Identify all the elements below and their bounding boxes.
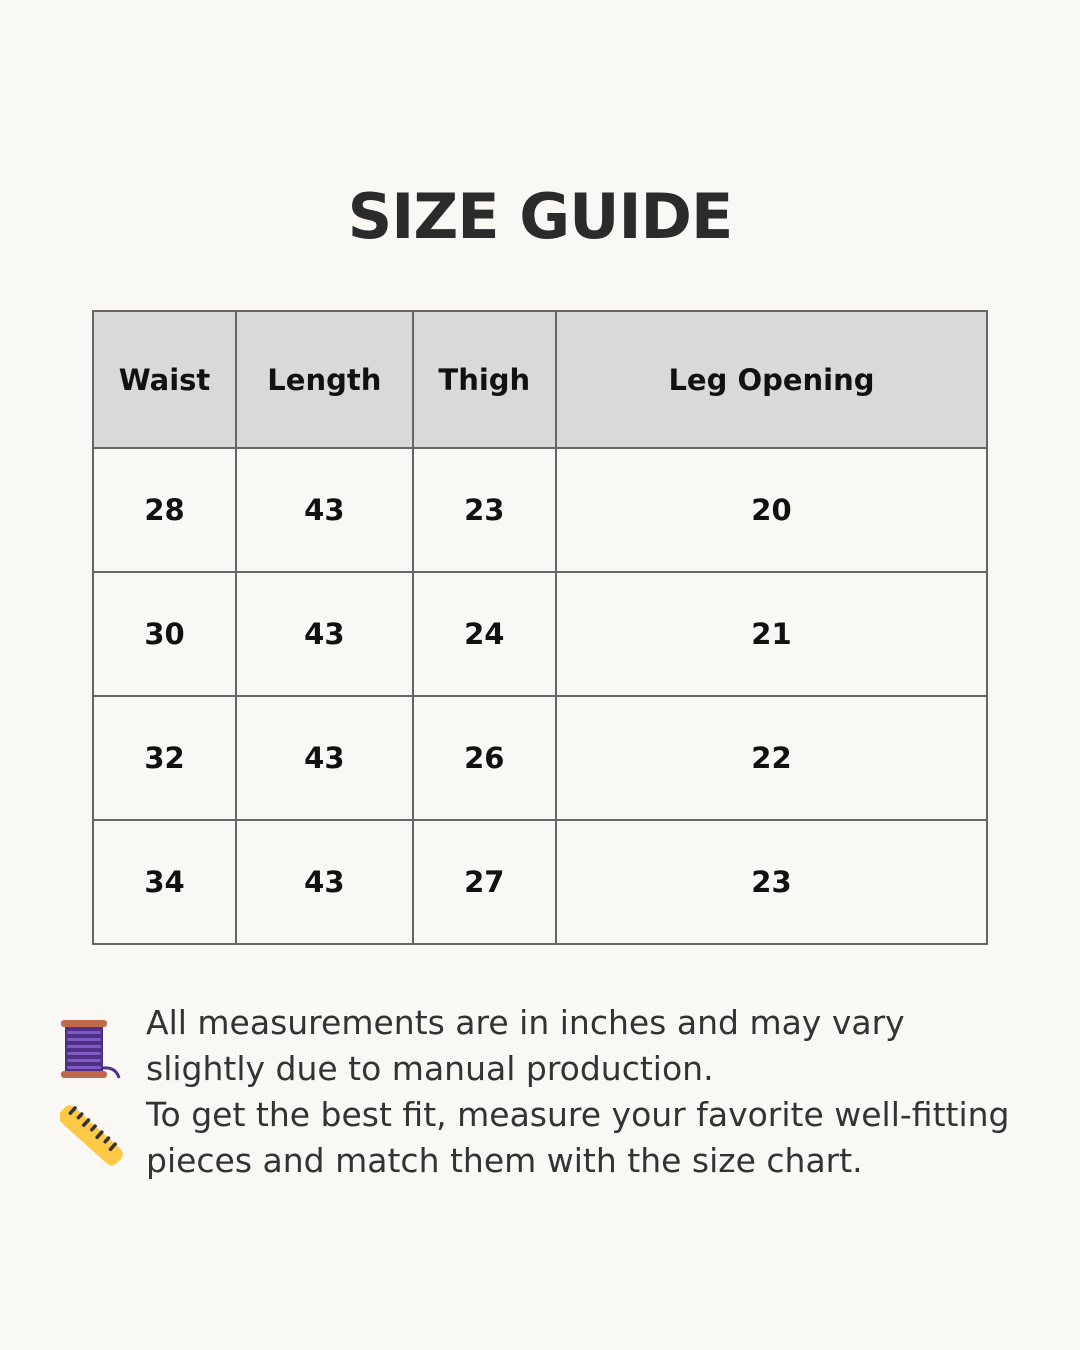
column-header-waist: Waist xyxy=(91,310,238,449)
table-cell: 22 xyxy=(554,695,989,821)
table-cell: 26 xyxy=(411,695,557,821)
ruler-icon xyxy=(60,1105,123,1166)
table-cell: 23 xyxy=(554,819,989,945)
table-row: 28 43 23 20 xyxy=(91,447,989,573)
table-cell: 43 xyxy=(235,695,414,821)
thread-spool-icon xyxy=(61,1020,121,1079)
table-row: 30 43 24 21 xyxy=(91,571,989,697)
page-title: SIZE GUIDE xyxy=(347,180,734,253)
table-cell: 21 xyxy=(554,571,989,697)
column-header-thigh: Thigh xyxy=(411,310,557,449)
table-row: 34 43 27 23 xyxy=(91,819,989,945)
table-cell: 43 xyxy=(235,819,414,945)
column-header-leg-opening: Leg Opening xyxy=(554,310,989,449)
table-cell: 28 xyxy=(91,447,238,573)
note-best-fit: To get the best fit, measure your favori… xyxy=(146,1095,1010,1180)
table-header-row: Waist Length Thigh Leg Opening xyxy=(91,310,989,449)
notes: All measurements are in inches and may v… xyxy=(146,1000,1026,1184)
table-cell: 27 xyxy=(411,819,557,945)
table-cell: 23 xyxy=(411,447,557,573)
table-cell: 30 xyxy=(91,571,238,697)
table-row: 32 43 26 22 xyxy=(91,695,989,821)
table-cell: 32 xyxy=(91,695,238,821)
column-header-length: Length xyxy=(235,310,414,449)
table-cell: 43 xyxy=(235,447,414,573)
table-cell: 24 xyxy=(411,571,557,697)
size-table: Waist Length Thigh Leg Opening 28 43 23 20 30 43… xyxy=(91,310,989,945)
table-cell: 43 xyxy=(235,571,414,697)
table-cell: 20 xyxy=(554,447,989,573)
note-measurements: All measurements are in inches and may v… xyxy=(146,1003,905,1088)
table-cell: 34 xyxy=(91,819,238,945)
